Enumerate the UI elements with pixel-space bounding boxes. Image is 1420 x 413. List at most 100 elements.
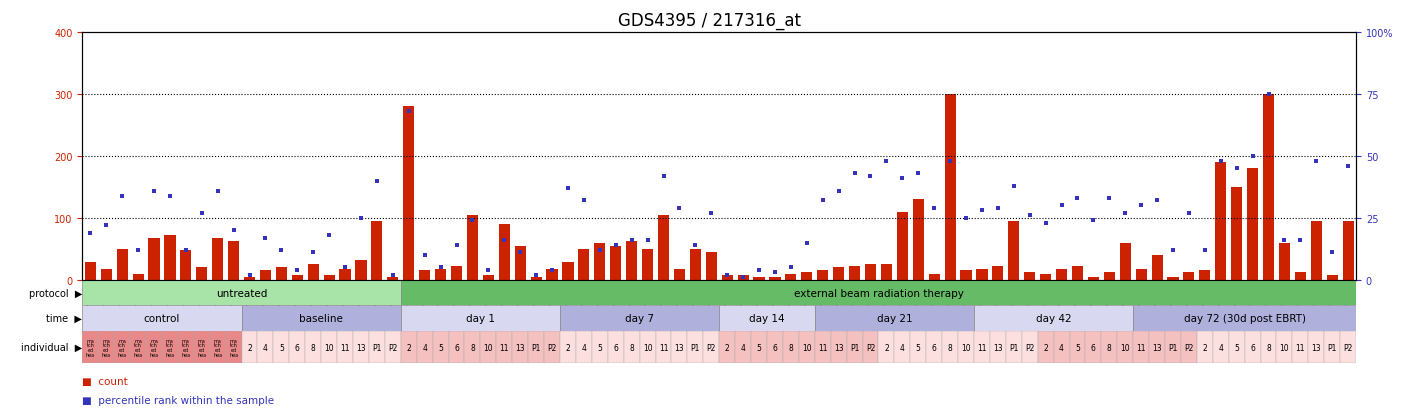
Bar bbox=[244, 277, 256, 280]
Bar bbox=[770, 277, 781, 280]
Point bbox=[142, 188, 165, 195]
Text: ma
tch
ed
hea: ma tch ed hea bbox=[197, 338, 206, 357]
Bar bbox=[1231, 188, 1242, 280]
Bar bbox=[944, 95, 956, 280]
Point bbox=[667, 205, 690, 212]
Bar bbox=[1247, 169, 1258, 280]
Text: ma
tch
ed
hea: ma tch ed hea bbox=[229, 338, 239, 357]
Bar bbox=[82, 280, 400, 306]
Point bbox=[875, 158, 897, 165]
Bar bbox=[1228, 331, 1245, 363]
Bar bbox=[736, 331, 751, 363]
Text: ma
tch
ed
hea: ma tch ed hea bbox=[85, 338, 95, 357]
Bar bbox=[1261, 331, 1277, 363]
Text: 10: 10 bbox=[324, 343, 334, 352]
Bar bbox=[1133, 306, 1356, 331]
Point bbox=[413, 252, 436, 259]
Bar bbox=[767, 331, 782, 363]
Text: 8: 8 bbox=[1267, 343, 1271, 352]
Point bbox=[444, 242, 467, 249]
Point bbox=[748, 267, 771, 273]
Text: ■  percentile rank within the sample: ■ percentile rank within the sample bbox=[82, 395, 274, 405]
Point bbox=[126, 247, 149, 254]
Point bbox=[334, 264, 356, 271]
Point bbox=[462, 217, 484, 224]
Text: ma
tch
ed
hea: ma tch ed hea bbox=[102, 338, 111, 357]
Point bbox=[621, 237, 643, 244]
Point bbox=[1146, 198, 1169, 204]
Bar bbox=[1325, 331, 1340, 363]
Bar bbox=[419, 271, 430, 280]
Bar bbox=[1133, 331, 1149, 363]
Bar bbox=[1039, 274, 1051, 280]
Text: day 1: day 1 bbox=[466, 313, 496, 323]
Point bbox=[239, 272, 261, 278]
Text: P1: P1 bbox=[531, 343, 541, 352]
Bar bbox=[483, 275, 494, 280]
Text: 5: 5 bbox=[1075, 343, 1079, 352]
Point bbox=[382, 272, 405, 278]
Bar bbox=[1118, 331, 1133, 363]
Point bbox=[716, 272, 738, 278]
Bar bbox=[623, 331, 639, 363]
Point bbox=[508, 249, 531, 256]
Bar bbox=[416, 331, 433, 363]
Text: P2: P2 bbox=[388, 343, 398, 352]
Point bbox=[302, 249, 325, 256]
Point bbox=[684, 242, 707, 249]
Bar bbox=[720, 331, 736, 363]
Bar bbox=[929, 274, 940, 280]
Point bbox=[111, 193, 133, 199]
Bar bbox=[308, 265, 320, 280]
Point bbox=[954, 215, 977, 221]
Text: P2: P2 bbox=[1343, 343, 1353, 352]
Bar bbox=[321, 331, 337, 363]
Point bbox=[828, 188, 851, 195]
Bar bbox=[178, 331, 193, 363]
Bar bbox=[1149, 331, 1164, 363]
Bar bbox=[611, 246, 622, 280]
Text: 5: 5 bbox=[757, 343, 761, 352]
Text: 6: 6 bbox=[1250, 343, 1255, 352]
Bar bbox=[400, 280, 1356, 306]
Point bbox=[1241, 153, 1264, 160]
Text: 5: 5 bbox=[598, 343, 602, 352]
Text: GDS4395 / 217316_at: GDS4395 / 217316_at bbox=[619, 12, 801, 30]
Bar bbox=[1136, 269, 1147, 280]
Bar bbox=[400, 331, 416, 363]
Bar bbox=[1245, 331, 1261, 363]
Bar bbox=[1200, 271, 1210, 280]
Bar bbox=[592, 331, 608, 363]
Bar bbox=[754, 277, 764, 280]
Text: 11: 11 bbox=[500, 343, 508, 352]
Point bbox=[190, 210, 213, 217]
Bar bbox=[656, 331, 672, 363]
Point bbox=[1225, 166, 1248, 172]
Bar bbox=[165, 235, 176, 280]
Bar bbox=[578, 249, 589, 280]
Point bbox=[206, 188, 229, 195]
Bar bbox=[146, 331, 162, 363]
Text: day 21: day 21 bbox=[876, 313, 912, 323]
Bar bbox=[559, 331, 577, 363]
Point bbox=[1066, 195, 1089, 202]
Text: 6: 6 bbox=[295, 343, 300, 352]
Text: 4: 4 bbox=[263, 343, 268, 352]
Bar bbox=[721, 275, 733, 280]
Bar bbox=[816, 271, 828, 280]
Bar bbox=[1119, 243, 1130, 280]
Text: P2: P2 bbox=[547, 343, 557, 352]
Point bbox=[1289, 237, 1312, 244]
Text: day 7: day 7 bbox=[625, 313, 655, 323]
Point bbox=[557, 185, 579, 192]
Text: P1: P1 bbox=[372, 343, 382, 352]
Bar bbox=[626, 242, 638, 280]
Bar bbox=[834, 268, 845, 280]
Point bbox=[859, 173, 882, 180]
Bar bbox=[354, 331, 369, 363]
Bar bbox=[941, 331, 958, 363]
Text: 13: 13 bbox=[1312, 343, 1321, 352]
Point bbox=[1130, 203, 1153, 209]
Text: day 14: day 14 bbox=[750, 313, 785, 323]
Bar bbox=[98, 331, 114, 363]
